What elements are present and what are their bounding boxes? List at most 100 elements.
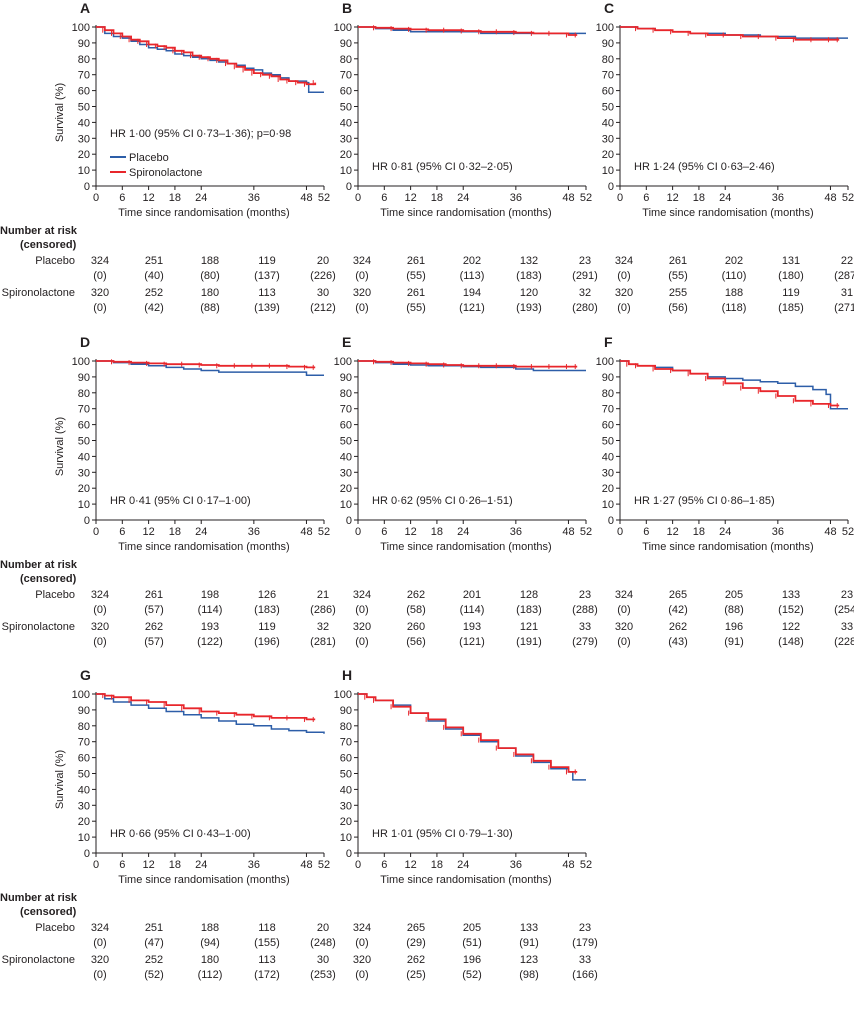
x-tick-label: 6 — [381, 526, 387, 538]
y-tick-label: 20 — [602, 149, 614, 161]
risk-at-risk-value: 255 — [669, 287, 687, 299]
risk-row-label: Placebo — [35, 589, 75, 601]
y-tick-label: 0 — [346, 848, 352, 860]
risk-at-risk-value: 320 — [353, 287, 371, 299]
risk-at-risk-value: 119 — [258, 621, 276, 633]
risk-at-risk-value: 33 — [841, 621, 853, 633]
risk-censored-value: (291) — [572, 270, 598, 282]
y-tick-label: 40 — [78, 451, 90, 463]
y-tick-label: 30 — [340, 800, 352, 812]
y-tick-label: 40 — [78, 784, 90, 796]
x-tick-label: 12 — [404, 859, 416, 871]
risk-at-risk-value: 324 — [353, 922, 371, 934]
panel-a: A 0 10 20 30 40 50 60 70 80 90 100 0 6 12 18 24 36 48 52 Tim… — [0, 0, 336, 314]
x-axis-title: Time since randomisation (months) — [118, 541, 289, 553]
risk-censored-value: (98) — [519, 969, 539, 981]
risk-at-risk-value: 262 — [669, 621, 687, 633]
risk-censored-value: (55) — [406, 302, 426, 314]
x-tick-label: 18 — [169, 526, 181, 538]
x-axis-title: Time since randomisation (months) — [118, 207, 289, 219]
risk-at-risk-value: 123 — [520, 954, 538, 966]
y-tick-label: 100 — [334, 356, 352, 368]
risk-at-risk-value: 260 — [407, 621, 425, 633]
risk-at-risk-value: 119 — [258, 255, 276, 267]
y-tick-label: 60 — [78, 753, 90, 765]
risk-at-risk-value: 32 — [579, 287, 591, 299]
y-tick-label: 50 — [78, 769, 90, 781]
hr-annotation: HR 0·62 (95% CI 0·26–1·51) — [372, 495, 513, 507]
risk-at-risk-value: 262 — [407, 954, 425, 966]
risk-censored-value: (148) — [778, 636, 804, 648]
risk-censored-value: (253) — [310, 969, 336, 981]
y-tick-label: 20 — [340, 483, 352, 495]
x-tick-label: 52 — [318, 526, 330, 538]
y-tick-label: 10 — [340, 499, 352, 511]
risk-at-risk-value: 23 — [579, 255, 591, 267]
y-tick-label: 70 — [78, 737, 90, 749]
y-tick-label: 50 — [340, 769, 352, 781]
risk-censored-value: (183) — [516, 604, 542, 616]
panel-letter: A — [80, 0, 90, 16]
risk-table-header: Number at risk — [0, 559, 78, 571]
y-tick-label: 10 — [78, 832, 90, 844]
panel-letter: C — [604, 0, 614, 16]
y-tick-label: 10 — [340, 832, 352, 844]
risk-row-label: Spironolactone — [2, 287, 75, 299]
y-tick-label: 60 — [340, 753, 352, 765]
x-tick-label: 36 — [248, 526, 260, 538]
risk-at-risk-value: 180 — [201, 287, 219, 299]
risk-at-risk-value: 31 — [841, 287, 853, 299]
y-tick-label: 90 — [602, 38, 614, 50]
x-tick-label: 12 — [404, 192, 416, 204]
x-tick-label: 12 — [666, 526, 678, 538]
risk-censored-value: (40) — [144, 270, 164, 282]
risk-at-risk-value: 23 — [841, 589, 853, 601]
x-tick-label: 6 — [643, 526, 649, 538]
risk-at-risk-value: 324 — [91, 589, 109, 601]
x-tick-label: 48 — [300, 192, 312, 204]
risk-censored-value: (55) — [668, 270, 688, 282]
x-tick-label: 6 — [119, 526, 125, 538]
risk-censored-value: (42) — [144, 302, 164, 314]
risk-at-risk-value: 193 — [463, 621, 481, 633]
risk-at-risk-value: 118 — [258, 922, 276, 934]
y-tick-label: 90 — [78, 705, 90, 717]
risk-at-risk-value: 196 — [463, 954, 481, 966]
x-tick-label: 48 — [562, 192, 574, 204]
y-tick-label: 90 — [602, 372, 614, 384]
risk-censored-value: (152) — [778, 604, 804, 616]
y-tick-label: 60 — [340, 420, 352, 432]
panel-letter: G — [80, 667, 91, 683]
x-axis-title: Time since randomisation (months) — [380, 207, 551, 219]
risk-at-risk-value: 265 — [669, 589, 687, 601]
x-tick-label: 6 — [643, 192, 649, 204]
panel-letter: D — [80, 334, 90, 350]
panel-g: G 0 10 20 30 40 50 60 70 80 90 100 0 6 12 18 24 36 48 52 Tim… — [0, 667, 336, 981]
y-tick-label: 20 — [340, 149, 352, 161]
x-tick-label: 36 — [772, 526, 784, 538]
risk-at-risk-value: 320 — [353, 621, 371, 633]
y-tick-label: 0 — [608, 181, 614, 193]
x-tick-label: 52 — [580, 526, 592, 538]
risk-row-label: Spironolactone — [2, 621, 75, 633]
series-line-spironolactone — [96, 26, 317, 86]
x-tick-label: 6 — [119, 192, 125, 204]
y-tick-label: 10 — [78, 499, 90, 511]
y-tick-label: 40 — [340, 784, 352, 796]
risk-censored-value: (52) — [144, 969, 164, 981]
y-tick-label: 70 — [602, 404, 614, 416]
risk-at-risk-value: 320 — [615, 287, 633, 299]
y-tick-label: 100 — [334, 22, 352, 34]
series-line-spironolactone — [96, 693, 316, 721]
risk-censored-value: (0) — [93, 937, 106, 949]
x-tick-label: 36 — [510, 859, 522, 871]
x-tick-label: 48 — [824, 192, 836, 204]
risk-at-risk-value: 128 — [520, 589, 538, 601]
y-tick-label: 80 — [78, 54, 90, 66]
panel-f: F 0 10 20 30 40 50 60 70 80 90 100 0 6 12 18 24 36 48 52 Tim… — [596, 334, 854, 648]
risk-censored-value: (183) — [516, 270, 542, 282]
y-tick-label: 80 — [340, 388, 352, 400]
risk-censored-value: (0) — [355, 636, 368, 648]
risk-censored-value: (118) — [722, 302, 747, 314]
risk-censored-value: (0) — [93, 270, 106, 282]
